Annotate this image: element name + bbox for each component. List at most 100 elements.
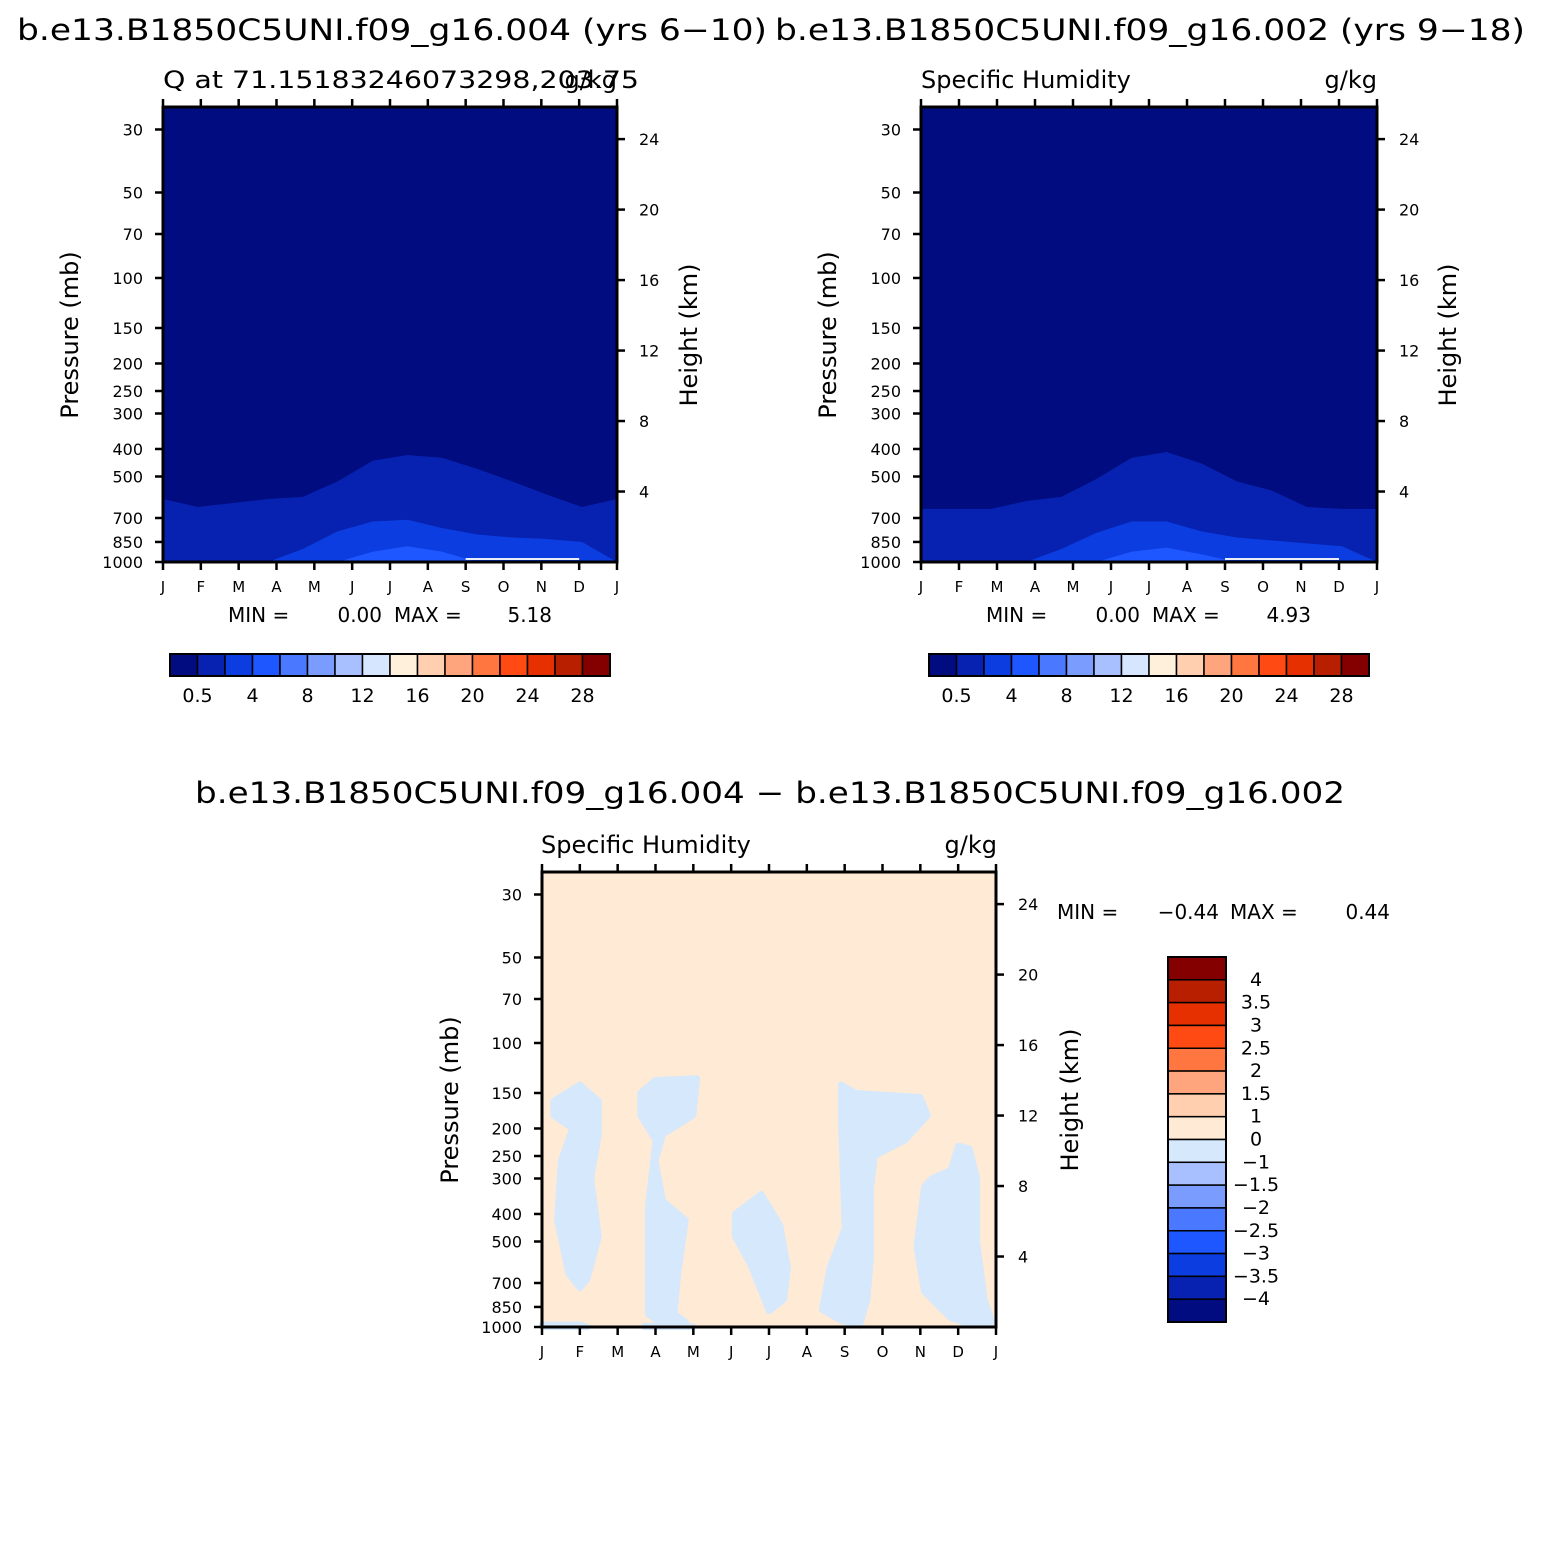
colorbar-swatch: [196, 653, 226, 677]
colorbar-label: 8: [1060, 685, 1072, 707]
y-tick-label: 400: [870, 440, 901, 459]
x-tick-label: A: [271, 578, 282, 596]
min-value: 0.00: [337, 603, 382, 627]
colorbar-label: −3.5: [1233, 1265, 1279, 1287]
y-tick-label: 100: [112, 269, 143, 288]
panel-header: b.e13.B1850C5UNI.f09_g16.002 (yrs 9−18): [775, 13, 1525, 47]
x-tick-label: J: [993, 1343, 998, 1361]
colorbar-swatch: [1167, 979, 1227, 1004]
x-tick-label: O: [498, 578, 510, 596]
y-tick-label: 850: [870, 533, 901, 552]
colorbar-swatch: [554, 653, 584, 677]
colorbar-swatch: [279, 653, 309, 677]
y-tick-label: 70: [123, 225, 143, 244]
panel-title: Q at 71.15183246073298,203.75: [163, 66, 639, 94]
y-tick-label: 700: [112, 509, 143, 528]
negative-anomaly-region: [913, 1142, 996, 1329]
colorbar-swatch: [1175, 653, 1205, 677]
y2-axis-label: Height (km): [1056, 1029, 1084, 1172]
colorbar-swatch: [1340, 653, 1370, 677]
colorbar-label: −1: [1242, 1151, 1270, 1173]
colorbar-swatch: [416, 653, 446, 677]
panel-title: Specific Humidity: [541, 831, 751, 859]
y-tick-label: 850: [112, 533, 143, 552]
colorbar-swatch: [526, 653, 556, 677]
y2-tick-label: 8: [1018, 1177, 1028, 1196]
y2-tick-label: 24: [1399, 130, 1419, 149]
max-value: 0.44: [1345, 900, 1390, 924]
colorbar-label: 28: [1329, 685, 1353, 707]
y-tick-label: 200: [112, 354, 143, 373]
x-tick-label: N: [1295, 578, 1306, 596]
x-tick-label: F: [197, 578, 206, 596]
colorbar-swatch: [1167, 1047, 1227, 1072]
colorbar-swatch: [1093, 653, 1123, 677]
y-tick-label: 50: [502, 948, 522, 967]
y-tick-label: 850: [491, 1298, 522, 1317]
colorbar-label: 4: [1005, 685, 1017, 707]
max-label: MAX =: [1152, 603, 1220, 627]
y-tick-label: 250: [491, 1147, 522, 1166]
y-tick-label: 250: [870, 382, 901, 401]
colorbar-swatch: [983, 653, 1013, 677]
y-tick-label: 150: [491, 1084, 522, 1103]
x-tick-label: S: [461, 578, 471, 596]
colorbar-swatch: [1258, 653, 1288, 677]
x-tick-label: N: [915, 1343, 926, 1361]
x-tick-label: J: [766, 1343, 771, 1361]
x-tick-label: J: [160, 578, 165, 596]
colorbar-swatch: [1167, 1207, 1227, 1232]
panel-top-left: b.e13.B1850C5UNI.f09_g16.004 (yrs 6−10) …: [17, 13, 767, 707]
plot-frame: [919, 105, 1379, 564]
y-tick-label: 500: [112, 468, 143, 487]
colorbar-label: 0.5: [941, 685, 971, 707]
colorbar-swatch: [444, 653, 474, 677]
plot-area: J F M A M J J A S O N D J 30 50 70 100 150 200 250 300 400 500…: [481, 864, 1038, 1361]
colorbar-swatch: [1167, 1161, 1227, 1186]
panel-units: g/kg: [565, 66, 617, 94]
colorbar-swatch: [1167, 1275, 1227, 1300]
max-label: MAX =: [1230, 900, 1298, 924]
y-tick-label: 200: [870, 354, 901, 373]
colorbar-swatch: [1313, 653, 1343, 677]
y2-tick-label: 4: [639, 483, 649, 502]
x-tick-label: A: [650, 1343, 661, 1361]
contour-band: [921, 547, 1377, 562]
colorbar-label: −4: [1242, 1288, 1270, 1310]
y-tick-label: 70: [881, 225, 901, 244]
y-tick-label: 200: [491, 1119, 522, 1138]
negative-anomaly-region: [819, 1081, 931, 1329]
negative-anomaly-region: [637, 1075, 701, 1329]
colorbar-label: 4: [1250, 969, 1262, 991]
colorbar-swatch: [1230, 653, 1260, 677]
y2-tick-label: 20: [639, 201, 659, 220]
y2-tick-label: 8: [1399, 412, 1409, 431]
colorbar-label: 16: [405, 685, 429, 707]
contour-band: [921, 521, 1377, 562]
colorbar-label: 8: [301, 685, 313, 707]
max-value: 4.93: [1266, 603, 1311, 627]
min-label: MIN =: [1057, 900, 1118, 924]
x-tick-label: J: [728, 1343, 733, 1361]
panel-units: g/kg: [945, 831, 997, 859]
colorbar-swatch: [169, 653, 199, 677]
colorbar-swatch: [251, 653, 281, 677]
x-tick-label: J: [918, 578, 923, 596]
colorbar-swatch: [1167, 1115, 1227, 1141]
colorbar-label: 4: [246, 685, 258, 707]
colorbar-label: 20: [1219, 685, 1243, 707]
min-label: MIN =: [228, 603, 289, 627]
x-tick-label: M: [308, 578, 321, 596]
colorbar-swatch: [1167, 1230, 1227, 1255]
colorbar-swatch: [1065, 653, 1095, 677]
colorbar-frame: [1167, 956, 1227, 1323]
y2-tick-label: 12: [639, 342, 659, 361]
colorbar-label: −3: [1242, 1243, 1270, 1265]
y-tick-label: 300: [870, 404, 901, 423]
y2-tick-label: 16: [639, 271, 659, 290]
max-value: 5.18: [507, 603, 552, 627]
colorbar-label: 2: [1250, 1060, 1262, 1082]
colorbar-swatch: [361, 653, 391, 677]
y-tick-label: 250: [112, 382, 143, 401]
min-value: −0.44: [1158, 900, 1219, 924]
